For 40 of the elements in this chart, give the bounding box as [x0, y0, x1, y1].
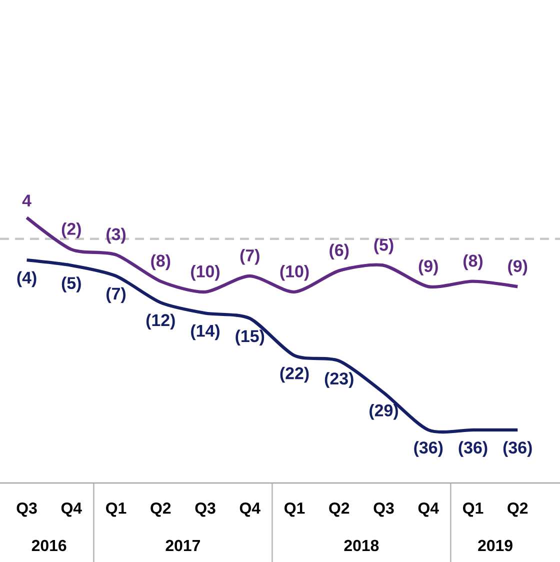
data-label: (2) [62, 222, 81, 238]
data-label: (9) [508, 260, 528, 276]
x-tick-label: Q1 [106, 502, 126, 517]
data-label: (4) [17, 271, 36, 288]
data-label: (36) [503, 441, 532, 457]
data-label: (3) [106, 228, 126, 244]
data-label: (7) [240, 249, 260, 265]
data-label: (12) [146, 314, 175, 330]
data-label: (6) [330, 244, 349, 260]
text: 2019 [478, 540, 512, 552]
data-label: (10) [191, 264, 220, 281]
data-label: (8) [151, 254, 170, 270]
text: 2018 [344, 540, 379, 552]
data-label: (9) [418, 260, 438, 276]
x-tick-label: Q4 [61, 502, 82, 517]
data-label: (23) [324, 372, 354, 388]
x-tick-label: Q1 [284, 502, 305, 517]
x-tick-label: Q3 [16, 502, 37, 517]
data-label: (29) [370, 404, 398, 420]
text: 2016 [32, 540, 66, 552]
data-label: (5) [374, 238, 394, 254]
data-label: (5) [62, 276, 81, 292]
data-label: (7) [106, 287, 126, 303]
data-label: 4 [22, 194, 32, 206]
x-tick-label: Q2 [329, 502, 350, 517]
x-tick-label: Q3 [195, 502, 216, 517]
x-tick-label: Q4 [418, 502, 439, 517]
data-label: (36) [414, 441, 443, 457]
x-tick-label: Q3 [374, 502, 394, 517]
data-label: (36) [458, 441, 488, 457]
x-tick-label: Q1 [463, 502, 484, 517]
x-tick-label: Q2 [150, 502, 171, 517]
data-label: (14) [191, 324, 220, 340]
data-label: (15) [236, 330, 264, 346]
x-tick-label: Q2 [508, 502, 528, 517]
x-tick-label: Q4 [240, 502, 260, 517]
data-label: (10) [280, 264, 309, 281]
text: 2017 [166, 540, 200, 552]
data-label: (8) [463, 254, 482, 270]
data-label: (22) [280, 366, 309, 383]
